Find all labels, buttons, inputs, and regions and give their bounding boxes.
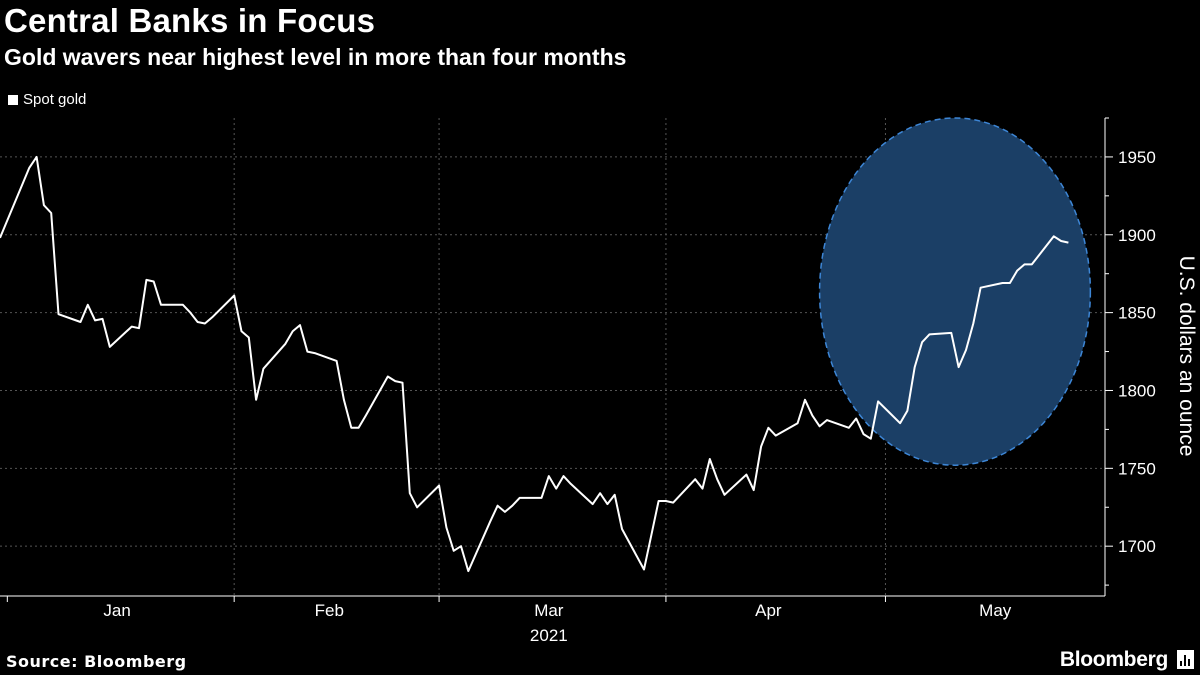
- y-tick-labels: 1700 1750 1800 1850 1900 1950: [1118, 148, 1156, 556]
- legend-label-spot-gold: Spot gold: [23, 91, 87, 108]
- x-tick-labels: Jan Feb Mar Apr May: [103, 601, 1011, 620]
- y-tick-label: 1850: [1118, 304, 1156, 323]
- y-tick-label: 1700: [1118, 537, 1156, 556]
- y-tick-label: 1900: [1118, 226, 1156, 245]
- source-note: Source: Bloomberg: [6, 652, 187, 671]
- highlight-ellipse: [818, 117, 1092, 466]
- y-axis-label: U.S. dollars an ounce: [1175, 256, 1198, 457]
- x-tick-label: May: [979, 601, 1012, 620]
- y-tick-label: 1750: [1118, 459, 1156, 478]
- legend: Spot gold: [8, 91, 86, 108]
- bloomberg-chart-icon: [1177, 650, 1194, 669]
- y-tick-label: 1950: [1118, 148, 1156, 167]
- x-axis-year-label: 2021: [530, 626, 568, 645]
- data-points: [0, 156, 1069, 572]
- x-tick-label: Mar: [534, 601, 564, 620]
- brand-logo: Bloomberg: [1059, 648, 1168, 671]
- axes: [0, 117, 1113, 602]
- x-tick-label: Apr: [755, 601, 782, 620]
- chart-title: Central Banks in Focus: [4, 2, 376, 39]
- legend-swatch-icon: [8, 94, 18, 105]
- x-tick-label: Feb: [315, 601, 344, 620]
- y-tick-label: 1800: [1118, 381, 1156, 400]
- series-line-spot-gold: [0, 155, 1069, 573]
- chart-subtitle: Gold wavers near highest level in more t…: [4, 44, 627, 70]
- x-tick-label: Jan: [103, 601, 130, 620]
